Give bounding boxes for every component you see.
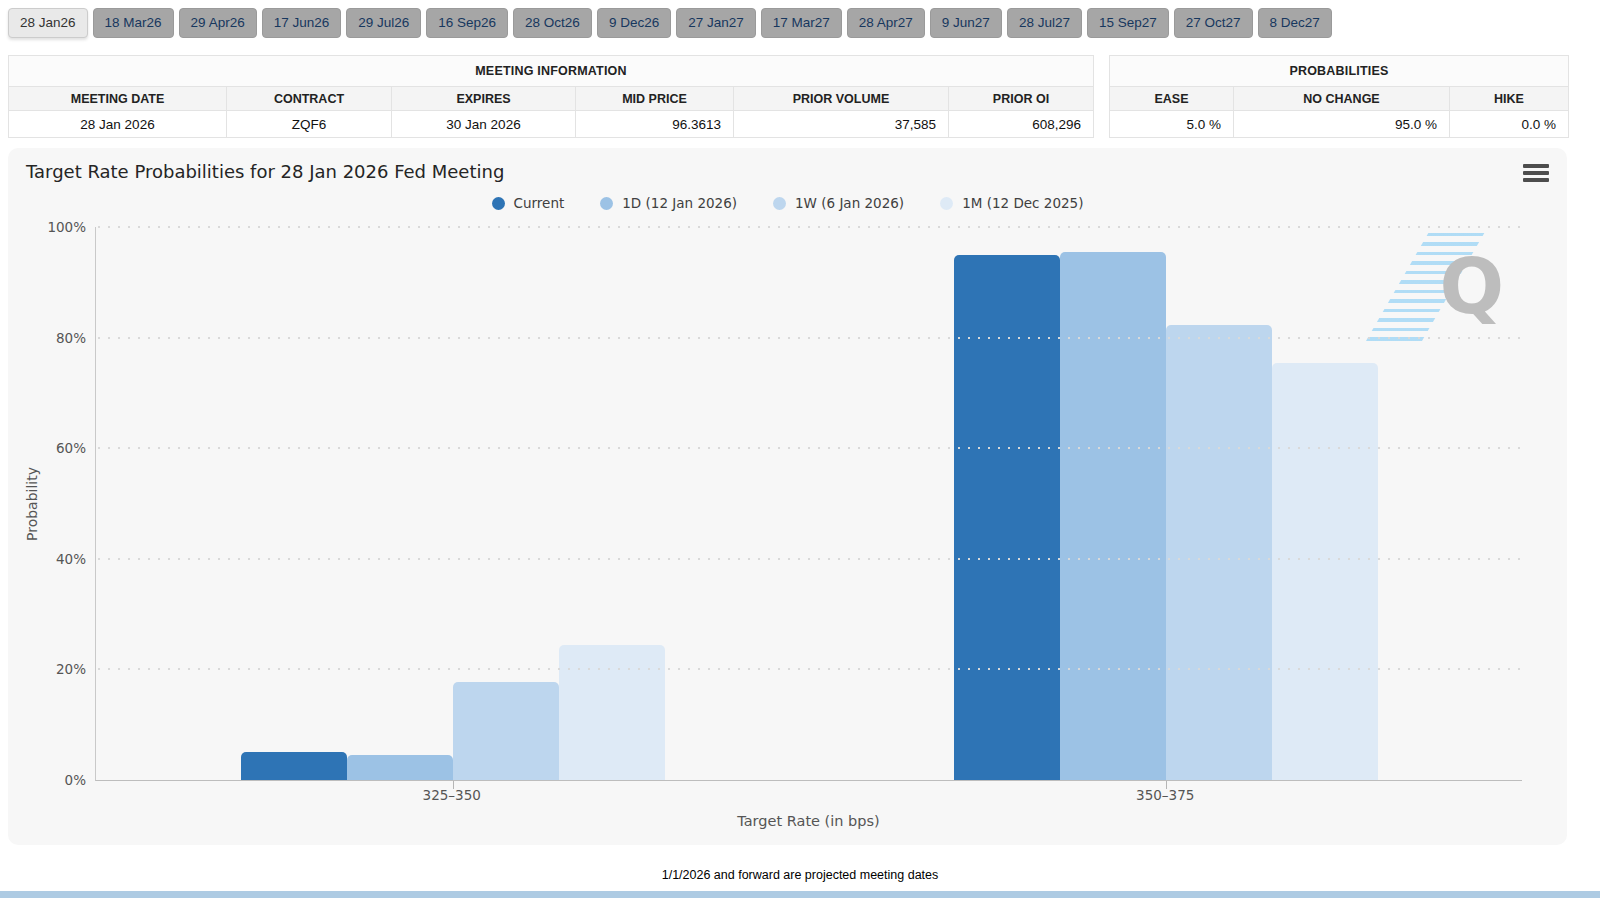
chart-title: Target Rate Probabilities for 28 Jan 202… [26,161,504,182]
chart-menu-button[interactable] [1523,161,1549,185]
cell-contract: ZQF6 [227,111,392,138]
tab-28-apr27[interactable]: 28 Apr27 [847,8,925,38]
y-tick-label-0: 0% [10,772,86,788]
tab-9-jun27[interactable]: 9 Jun27 [930,8,1002,38]
bar-1m-12-dec-2025-350-375 [1272,363,1378,781]
x-tick-350-375 [1166,781,1167,789]
bar-1d-12-jan-2026-325-350 [347,755,453,780]
chart-legend: Current 1D (12 Jan 2026) 1W (6 Jan 2026) 1M… [8,195,1567,211]
cell-hike: 0.0 % [1450,111,1569,138]
gridline-20 [98,668,1522,670]
legend-label: Current [514,195,565,211]
info-tables-row: MEETING INFORMATIONMEETING DATECONTRACTE… [8,55,1569,138]
bottom-accent-bar [0,891,1600,898]
column-header-mid-price: MID PRICE [576,87,734,111]
chart-header: Target Rate Probabilities for 28 Jan 202… [8,148,1567,185]
bar-1w-6-jan-2026-325-350 [453,682,559,780]
bar-1w-6-jan-2026-350-375 [1166,325,1272,780]
bar-1m-12-dec-2025-325-350 [559,645,665,780]
column-header-no-change: NO CHANGE [1234,87,1450,111]
cell-expires: 30 Jan 2026 [392,111,576,138]
legend-label: 1D (12 Jan 2026) [622,195,737,211]
x-axis-title: Target Rate (in bps) [95,813,1522,829]
bar-current-350-375 [954,255,1060,780]
column-header-expires: EXPIRES [392,87,576,111]
column-header-ease: EASE [1110,87,1234,111]
legend-label: 1W (6 Jan 2026) [795,195,904,211]
quikstrike-watermark: Q [1384,233,1504,345]
column-header-contract: CONTRACT [227,87,392,111]
meeting-tab-bar: 28 Jan2618 Mar2629 Apr2617 Jun2629 Jul26… [8,8,1332,38]
tab-28-oct26[interactable]: 28 Oct26 [513,8,592,38]
x-tick-325-350 [453,781,454,789]
tab-28-jan26[interactable]: 28 Jan26 [8,8,88,38]
probabilities-table-title: PROBABILITIES [1110,56,1569,87]
cell-prior-volume: 37,585 [734,111,949,138]
tab-29-apr26[interactable]: 29 Apr26 [179,8,257,38]
hamburger-icon [1523,164,1549,168]
bar-categories [96,227,1522,780]
legend-marker-icon [773,197,786,210]
y-axis-title: Probability [24,466,40,540]
hamburger-icon [1523,171,1549,175]
cell-ease: 5.0 % [1110,111,1234,138]
tab-28-jul27[interactable]: 28 Jul27 [1007,8,1082,38]
tab-18-mar26[interactable]: 18 Mar26 [93,8,174,38]
tab-15-sep27[interactable]: 15 Sep27 [1087,8,1169,38]
tab-8-dec27[interactable]: 8 Dec27 [1258,8,1332,38]
tab-27-oct27[interactable]: 27 Oct27 [1174,8,1253,38]
tab-29-jul26[interactable]: 29 Jul26 [346,8,421,38]
legend-item-current[interactable]: Current [492,195,565,211]
y-tick-label-100: 100% [10,219,86,235]
tab-17-jun26[interactable]: 17 Jun26 [262,8,342,38]
tab-16-sep26[interactable]: 16 Sep26 [426,8,508,38]
legend-marker-icon [940,197,953,210]
y-tick-label-80: 80% [10,330,86,346]
tab-17-mar27[interactable]: 17 Mar27 [761,8,842,38]
y-tick-label-20: 20% [10,661,86,677]
bar-group-325-350 [96,227,809,780]
plot-outer: Probability Q 0%20%40%60%80%100% 325–350… [95,227,1522,829]
probabilities-table: PROBABILITIESEASENO CHANGEHIKE 5.0 %95.0 … [1109,55,1569,138]
legend-item-1d-12-jan-2026[interactable]: 1D (12 Jan 2026) [600,195,737,211]
legend-item-1w-6-jan-2026[interactable]: 1W (6 Jan 2026) [773,195,904,211]
bar-current-325-350 [241,752,347,780]
q-logo-icon: Q [1439,249,1504,325]
column-header-meeting-date: MEETING DATE [9,87,227,111]
legend-label: 1M (12 Dec 2025) [962,195,1083,211]
plot-area: Probability Q 0%20%40%60%80%100% [95,227,1522,781]
meeting-information-table-title: MEETING INFORMATION [9,56,1094,87]
y-tick-label-40: 40% [10,551,86,567]
x-category-label-350-375: 350–375 [809,787,1523,803]
x-category-labels: 325–350350–375 [95,787,1522,803]
cell-no-change: 95.0 % [1234,111,1450,138]
column-header-prior-oi: PRIOR OI [949,87,1094,111]
meeting-information-table-grid: MEETING INFORMATIONMEETING DATECONTRACTE… [8,55,1094,138]
legend-item-1m-12-dec-2025[interactable]: 1M (12 Dec 2025) [940,195,1083,211]
meeting-information-table: MEETING INFORMATIONMEETING DATECONTRACTE… [8,55,1094,138]
gridline-40 [98,558,1522,560]
probabilities-table-grid: PROBABILITIESEASENO CHANGEHIKE 5.0 %95.0 … [1109,55,1569,138]
bar-1d-12-jan-2026-350-375 [1060,252,1166,780]
tab-27-jan27[interactable]: 27 Jan27 [676,8,756,38]
gridline-60 [98,447,1522,449]
cell-mid-price: 96.3613 [576,111,734,138]
legend-marker-icon [600,197,613,210]
gridline-100 [98,226,1522,228]
cell-meeting-date: 28 Jan 2026 [9,111,227,138]
y-tick-label-60: 60% [10,440,86,456]
tab-9-dec26[interactable]: 9 Dec26 [597,8,671,38]
gridline-80 [98,337,1522,339]
cell-prior-oi: 608,296 [949,111,1094,138]
x-category-label-325-350: 325–350 [95,787,809,803]
legend-marker-icon [492,197,505,210]
footer-note: 1/1/2026 and forward are projected meeti… [0,868,1600,882]
column-header-hike: HIKE [1450,87,1569,111]
column-header-prior-volume: PRIOR VOLUME [734,87,949,111]
chart-panel: Target Rate Probabilities for 28 Jan 202… [8,148,1567,845]
hamburger-icon [1523,178,1549,182]
